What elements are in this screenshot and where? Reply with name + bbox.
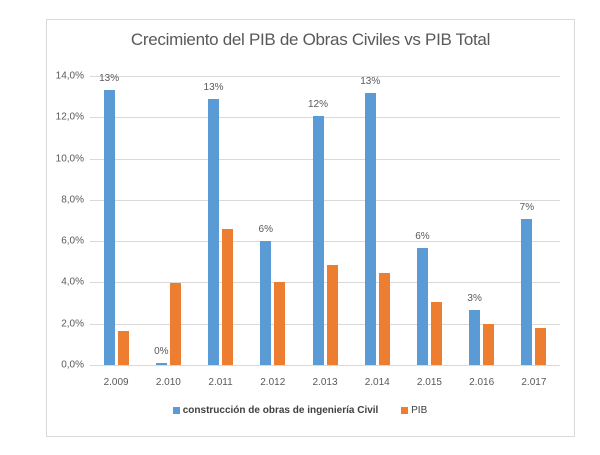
gridline [90,158,560,160]
legend-item-pib: PIB [401,405,427,416]
legend-label-pib: PIB [411,405,428,416]
bar-pib [378,273,390,365]
x-tick-label: 2.010 [155,377,181,388]
bar-pib [222,228,234,365]
bar-civil [208,98,220,365]
plot-area: 13% 0% 13% 6% 12% 13% 6% 3% 7% [90,73,560,366]
data-label-civil: 0% [154,345,169,357]
bar-civil [312,116,324,365]
x-tick-label: 2.013 [312,377,338,388]
gridline [90,323,560,325]
legend-swatch-pib [401,407,409,414]
bar-pib [535,327,547,365]
data-label-civil: 13% [99,73,120,85]
data-label-civil: 6% [415,231,430,243]
bar-pib [274,282,286,365]
gridline [90,117,560,119]
legend: construcción de obras de ingeniería Civi… [0,405,600,417]
bar-pib [117,330,129,365]
gridline [90,76,560,77]
x-tick-label: 2.015 [416,377,442,388]
y-tick-label: 10,0% [55,153,84,165]
bar-civil [155,362,167,365]
data-label-civil: 6% [258,224,273,236]
x-tick-label: 2.017 [521,377,547,388]
y-tick-label: 0,0% [61,359,84,371]
data-label-civil: 7% [519,202,535,214]
bar-civil [103,90,115,365]
legend-swatch-civil [172,407,180,414]
bar-civil [521,219,533,365]
x-tick-label: 2.011 [208,377,233,388]
y-tick-label: 14,0% [55,70,84,82]
bar-civil [364,92,376,365]
bar-civil [260,241,272,365]
data-label-civil: 3% [467,293,482,305]
chart-title: Crecimiento del PIB de Obras Civiles vs … [130,30,491,49]
x-tick-label: 2.014 [364,377,390,388]
bar-pib [169,283,181,365]
data-label-civil: 12% [307,99,328,111]
gridline [90,241,560,243]
y-tick-label: 12,0% [55,111,84,123]
bar-pib [430,302,442,365]
data-label-civil: 13% [360,75,381,87]
y-tick-label: 8,0% [61,194,84,206]
bar-pib [326,264,338,365]
y-tick-label: 2,0% [61,318,84,330]
bar-civil [416,248,428,365]
bar-civil [469,310,481,365]
legend-item-civil: construcción de obras de ingeniería Civi… [172,405,379,416]
gridline [90,199,560,201]
x-tick-label: 2.016 [469,377,495,388]
y-tick-label: 4,0% [61,276,84,288]
x-tick-label: 2.012 [260,377,286,388]
x-tick-label: 2.009 [103,377,129,388]
bar-pib [483,323,495,365]
gridline [90,282,560,284]
legend-label-civil: construcción de obras de ingeniería Civi… [182,405,379,416]
y-tick-label: 6,0% [61,235,84,247]
chart-frame [46,19,575,437]
gridline [90,365,560,366]
data-label-civil: 13% [203,81,224,93]
